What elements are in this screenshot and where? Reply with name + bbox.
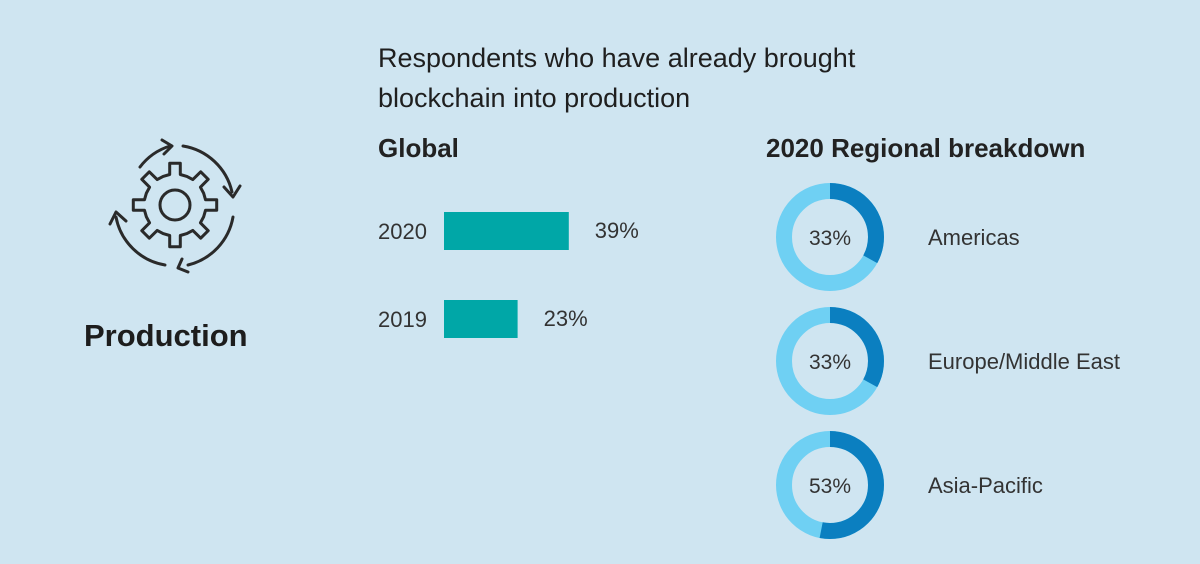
arrowhead-icon [176,257,190,274]
donut-category-label: Asia-Pacific [928,473,1043,498]
chart-headline: Respondents who have already brought blo… [378,43,856,113]
regional-donut-charts: 33% Americas 33% Europe/Middle East 53% Asia-… [776,183,1120,539]
bar-category-label: 2020 [378,219,427,244]
regional-chart-title: 2020 Regional breakdown [766,133,1086,163]
cycle-arrow-icon [186,215,235,267]
global-chart-title: Global [378,133,459,163]
donut-slice-europe-middle-east [776,307,884,415]
bar-2019 [444,300,518,338]
donut-value-label: 33% [809,351,851,374]
gear-hub-icon [158,188,192,222]
bar-value-label: 23% [544,306,588,331]
donut-slice-asia-pacific [776,431,884,539]
cycle-arrow-icon [138,144,172,169]
arrowhead-icon [160,138,174,156]
donut-value-label: 53% [809,475,851,498]
donut-category-label: Americas [928,225,1020,250]
gear-icon [131,161,219,249]
bar-category-label: 2019 [378,307,427,332]
donut-slice-americas [776,183,884,291]
global-bar-chart: 2020 39% 2019 23% [378,212,639,338]
bar-value-label: 39% [595,218,639,243]
production-gear-cycle-icon [100,132,250,282]
cycle-arrow-icon [114,215,167,267]
donut-value-label: 33% [809,227,851,250]
cycle-arrow-icon [181,144,234,194]
section-label: Production [84,318,248,353]
arrowhead-icon [108,210,128,226]
arrowhead-icon [222,184,242,199]
gear-cycle-icon [108,138,242,274]
bar-2020 [444,212,569,250]
donut-category-label: Europe/Middle East [928,349,1120,374]
